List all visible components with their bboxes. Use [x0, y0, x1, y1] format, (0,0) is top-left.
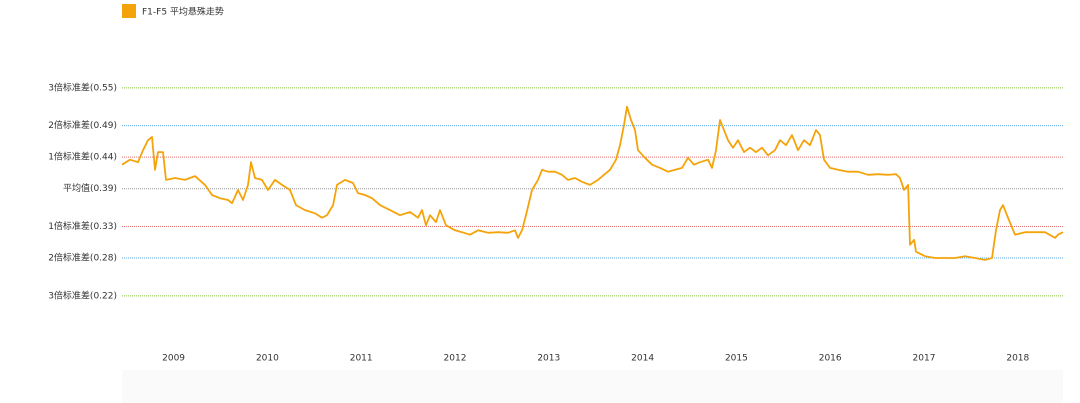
legend-label: F1-F5 平均悬殊走势: [142, 6, 224, 18]
x-tick-label: 2013: [537, 354, 560, 364]
y-tick-label: 3倍标准差(0.55): [48, 81, 117, 93]
axis-band: [122, 370, 1063, 403]
data-line: [121, 105, 1064, 261]
x-tick-label: 2016: [819, 354, 842, 364]
x-tick-label: 2010: [256, 354, 279, 364]
x-tick-label: 2014: [631, 354, 654, 364]
y-tick-label: 1倍标准差(0.44): [48, 151, 117, 163]
x-tick-label: 2009: [162, 354, 185, 364]
y-tick-label: 3倍标准差(0.22): [48, 289, 117, 301]
y-tick-label: 2倍标准差(0.49): [48, 119, 117, 131]
y-tick-label: 1倍标准差(0.33): [48, 220, 117, 232]
x-tick-label: 2015: [725, 354, 748, 364]
x-tick-label: 2018: [1006, 354, 1029, 364]
x-tick-label: 2012: [444, 354, 467, 364]
y-tick-label: 2倍标准差(0.28): [48, 252, 117, 264]
x-tick-label: 2011: [350, 354, 373, 364]
legend-swatch: [122, 4, 136, 18]
x-tick-label: 2017: [913, 354, 936, 364]
y-tick-label: 平均值(0.39): [63, 182, 117, 194]
